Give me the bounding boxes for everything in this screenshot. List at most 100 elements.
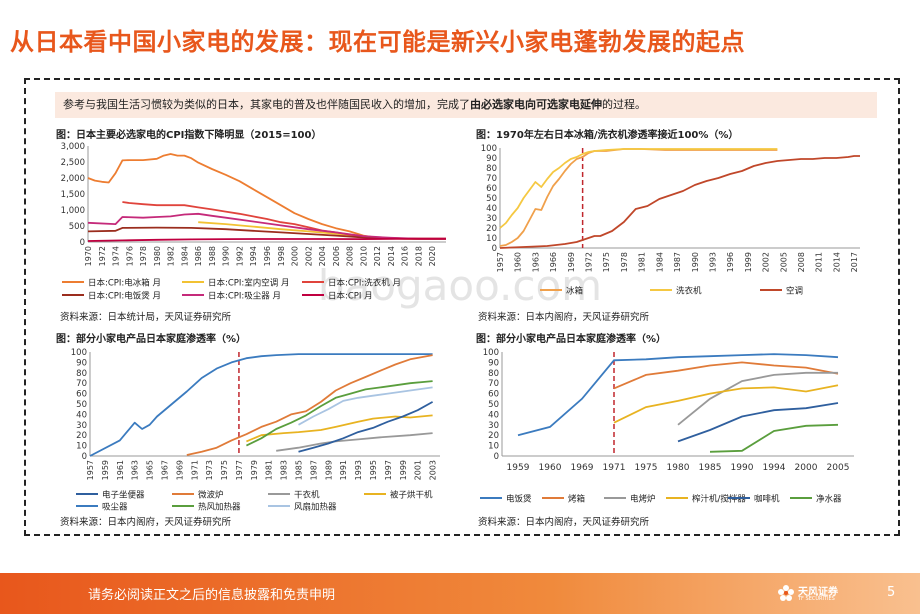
chart3-series-6 bbox=[298, 386, 433, 426]
chart3-xtick-label: 1991 bbox=[339, 460, 348, 480]
chart1-legend-label: 日本:CPI:电饭煲 月 bbox=[88, 291, 161, 302]
chart2-xtick-label: 2011 bbox=[815, 252, 824, 272]
chart3-ytick-label: 50 bbox=[76, 400, 87, 410]
chart4-ytick-label: 80 bbox=[488, 369, 499, 379]
chart2-legend-label: 空调 bbox=[786, 286, 803, 297]
chart3-legend-label: 热风加热器 bbox=[198, 502, 241, 513]
chart1-xtick-label: 1974 bbox=[112, 246, 121, 266]
chart3-xtick-label: 1957 bbox=[86, 460, 95, 480]
chart1-legend-label: 日本:CPI:吸尘器 月 bbox=[208, 291, 281, 302]
summary-note: 参考与我国生活习惯较为类似的日本，其家电的普及也伴随国民收入的增加，完成了由必选… bbox=[55, 92, 877, 118]
chart2-ytick-label: 40 bbox=[486, 204, 497, 214]
chart1-xtick-label: 1978 bbox=[139, 246, 148, 266]
chart4-xtick-label: 1975 bbox=[635, 463, 658, 473]
chart4-xtick-label: 2000 bbox=[795, 463, 818, 473]
chart1-xtick-label: 2012 bbox=[373, 246, 382, 266]
chart4-legend-label: 净水器 bbox=[816, 494, 842, 505]
chart4-series-4 bbox=[677, 402, 839, 443]
chart1-xtick-label: 1990 bbox=[222, 246, 231, 266]
chart4-xtick-label: 1994 bbox=[763, 463, 786, 473]
chart3-xtick-label: 1999 bbox=[399, 460, 408, 480]
chart3-ytick-label: 0 bbox=[82, 452, 87, 462]
chart1-xtick-label: 1992 bbox=[235, 246, 244, 266]
logo-subtext: TF SECURITIES bbox=[798, 596, 835, 602]
content-frame bbox=[24, 78, 900, 536]
chart4-ytick-label: 0 bbox=[494, 452, 499, 462]
chart1-ytick-label: 2,000 bbox=[61, 174, 85, 184]
watermark: baogaoo.com bbox=[318, 261, 602, 310]
chart2-xtick-label: 1987 bbox=[673, 252, 682, 272]
chart1-xtick-label: 2014 bbox=[387, 246, 396, 266]
chart4-series-2 bbox=[677, 371, 838, 426]
chart1-xtick-label: 1988 bbox=[208, 246, 217, 266]
chart1-xtick-label: 1984 bbox=[180, 246, 189, 266]
chart3-legend-label: 风扇加热器 bbox=[294, 502, 337, 513]
chart4-xtick-label: 1971 bbox=[603, 463, 626, 473]
chart4-series-1 bbox=[613, 361, 839, 390]
chart3-xtick-label: 1993 bbox=[354, 460, 363, 480]
chart2-ytick-label: 60 bbox=[486, 184, 497, 194]
chart2-ytick-label: 70 bbox=[486, 174, 497, 184]
chart1-xtick-label: 2010 bbox=[359, 246, 368, 266]
chart3-ytick-label: 70 bbox=[76, 379, 87, 389]
chart3-ytick-label: 30 bbox=[76, 421, 87, 431]
chart2-xtick-label: 2008 bbox=[797, 252, 806, 272]
chart2-xtick-label: 1972 bbox=[585, 252, 594, 272]
chart3-ytick-label: 10 bbox=[76, 442, 87, 452]
chart2-xtick-label: 2017 bbox=[850, 252, 859, 272]
flower-logo-icon bbox=[778, 585, 794, 601]
chart1-ytick-label: 2,500 bbox=[61, 158, 85, 168]
chart3-xtick-label: 2003 bbox=[429, 460, 438, 480]
chart4-xtick-label: 1969 bbox=[571, 463, 594, 473]
chart3-series-4 bbox=[298, 401, 434, 453]
chart2-xtick-label: 1999 bbox=[744, 252, 753, 272]
chart3-xtick-label: 2001 bbox=[414, 460, 423, 480]
chart4-xtick-label: 1959 bbox=[507, 463, 530, 473]
footer-disclaimer[interactable]: 请务必阅读正文之后的信息披露和免责申明 bbox=[88, 588, 336, 603]
chart3-xtick-label: 1969 bbox=[175, 460, 184, 480]
chart1-title: 图：日本主要必选家电的CPI指数下降明显（2015=100） bbox=[56, 130, 322, 141]
note-end: 的过程。 bbox=[602, 98, 646, 111]
chart1-xtick-label: 1996 bbox=[263, 246, 272, 266]
chart1-xtick-label: 1972 bbox=[98, 246, 107, 266]
chart1-xtick-label: 1982 bbox=[167, 246, 176, 266]
chart1-series-0 bbox=[87, 153, 446, 241]
chart2-ytick-label: 20 bbox=[486, 224, 497, 234]
chart1-ytick-label: 1,500 bbox=[61, 190, 85, 200]
chart3-series-2 bbox=[276, 432, 433, 452]
chart4-xtick-label: 1985 bbox=[699, 463, 722, 473]
chart2-xtick-label: 1963 bbox=[531, 252, 540, 272]
chart2-ytick-label: 10 bbox=[486, 234, 497, 244]
chart1-series-4 bbox=[87, 212, 446, 240]
chart1-legend-label: 日本:CPI:室内空调 月 bbox=[208, 278, 290, 289]
chart2-ytick-label: 90 bbox=[486, 154, 497, 164]
chart1-xtick-label: 2020 bbox=[428, 246, 437, 266]
chart1-series-5 bbox=[87, 237, 446, 242]
chart2-ytick-label: 0 bbox=[492, 244, 497, 254]
chart4-series-0 bbox=[517, 353, 839, 437]
chart3-xtick-label: 1989 bbox=[324, 460, 333, 480]
chart4-legend-label: 烤箱 bbox=[568, 494, 586, 505]
chart1-xtick-label: 2002 bbox=[304, 246, 313, 266]
chart3-source: 资料来源：日本内阁府，天风证券研究所 bbox=[60, 517, 232, 528]
chart3-xtick-label: 1983 bbox=[280, 460, 289, 480]
chart4-ytick-label: 40 bbox=[488, 410, 499, 420]
chart1-xtick-label: 1970 bbox=[84, 246, 93, 266]
chart1-xtick-label: 2008 bbox=[346, 246, 355, 266]
chart1-xtick-label: 2004 bbox=[318, 246, 327, 266]
chart3-ytick-label: 100 bbox=[71, 348, 87, 358]
chart2-ytick-label: 80 bbox=[486, 164, 497, 174]
page-title: 从日本看中国小家电的发展：现在可能是新兴小家电蓬勃发展的起点 bbox=[10, 28, 745, 56]
chart1-xtick-label: 1994 bbox=[249, 246, 258, 266]
chart3-xtick-label: 1961 bbox=[116, 460, 125, 480]
chart2-ytick-label: 50 bbox=[486, 194, 497, 204]
chart1-ytick-label: 3,000 bbox=[61, 142, 85, 152]
chart4-ytick-label: 20 bbox=[488, 431, 499, 441]
chart2-legend-label: 冰箱 bbox=[566, 286, 584, 297]
chart2-series-2 bbox=[499, 155, 860, 249]
chart1-xtick-label: 2006 bbox=[332, 246, 341, 266]
chart1-legend-label: 日本:CPI:洗衣机 月 bbox=[328, 278, 401, 289]
chart3-legend-label: 电子坐便器 bbox=[102, 490, 145, 501]
chart4-ytick-label: 10 bbox=[488, 442, 499, 452]
